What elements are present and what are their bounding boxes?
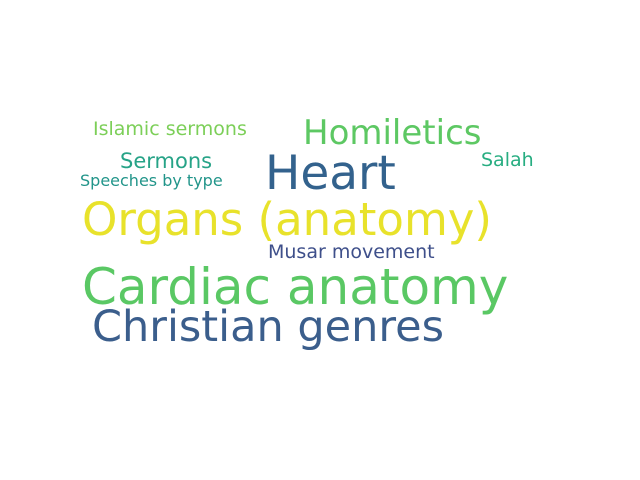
word-islamic-sermons: Islamic sermons [93,118,247,140]
word-salah: Salah [481,149,534,171]
word-cardiac-anatomy: Cardiac anatomy [82,258,509,316]
word-speeches-by-type: Speeches by type [80,171,223,190]
word-organs-anatomy: Organs (anatomy) [82,193,492,246]
word-homiletics: Homiletics [303,113,482,153]
word-sermons: Sermons [120,149,213,173]
word-musar-movement: Musar movement [268,241,435,263]
word-heart: Heart [265,146,396,201]
word-christian-genres: Christian genres [92,302,444,352]
